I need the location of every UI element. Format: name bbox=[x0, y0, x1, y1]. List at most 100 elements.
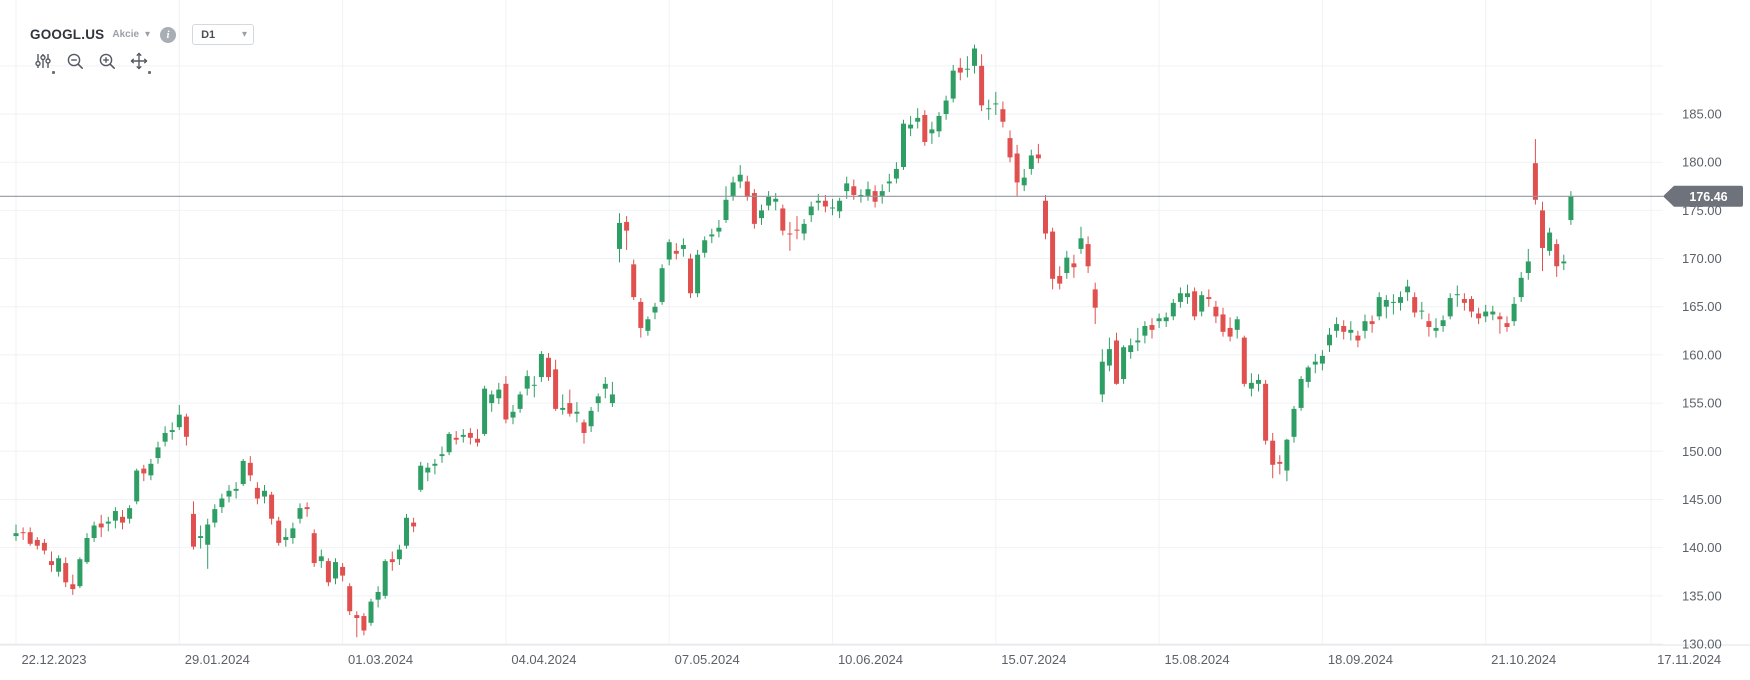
candle-body bbox=[382, 561, 388, 596]
candle-body bbox=[1511, 303, 1517, 322]
candle-body bbox=[1199, 295, 1205, 312]
candle-body bbox=[1050, 231, 1056, 279]
candle-body bbox=[1106, 349, 1112, 366]
candle-body bbox=[1078, 238, 1084, 249]
candle-body bbox=[950, 70, 956, 99]
candle-body bbox=[1192, 291, 1198, 317]
candle-body bbox=[120, 516, 125, 523]
time-axis[interactable]: 22.12.2023 29.01.2024 01.03.2024 04.04.2024… bbox=[21, 652, 1721, 667]
candle-body bbox=[1284, 439, 1290, 471]
zoom-in-button[interactable] bbox=[96, 50, 118, 72]
candle-body bbox=[851, 186, 857, 195]
candle-body bbox=[1263, 383, 1269, 441]
indicators-icon bbox=[35, 54, 51, 68]
candle-body bbox=[901, 123, 906, 168]
candle-body bbox=[1547, 232, 1553, 251]
candle-body bbox=[219, 498, 225, 508]
pan-icon bbox=[130, 52, 148, 70]
price-tick-label: 170.00 bbox=[1682, 251, 1722, 266]
candle-body bbox=[1170, 302, 1176, 317]
instrument-header: GOOGL.US Akcie ▾ i D1 ▾ bbox=[30, 24, 255, 45]
candle-body bbox=[929, 129, 935, 134]
candle-body bbox=[886, 181, 892, 184]
candle-body bbox=[1121, 347, 1127, 380]
candle-body bbox=[1234, 319, 1240, 330]
chevron-down-icon[interactable]: ▾ bbox=[145, 28, 151, 40]
candle-body bbox=[41, 542, 47, 551]
candle-body bbox=[1454, 294, 1460, 296]
candle-body bbox=[162, 432, 168, 442]
current-price-label: 176.46 bbox=[1689, 190, 1727, 204]
candle-body bbox=[1291, 408, 1297, 437]
candle-body bbox=[1319, 355, 1325, 364]
candle-body bbox=[524, 376, 530, 389]
candle-body bbox=[91, 525, 97, 539]
candle-body bbox=[20, 532, 26, 534]
indicators-button[interactable] bbox=[32, 50, 55, 74]
candle-body bbox=[893, 168, 899, 179]
candle-body bbox=[425, 467, 431, 473]
candle-body bbox=[1554, 244, 1560, 267]
zoom-in-icon bbox=[99, 53, 115, 69]
candle-body bbox=[588, 410, 594, 427]
date-tick-label: 01.03.2024 bbox=[348, 652, 413, 667]
candle-body bbox=[695, 254, 701, 294]
candle-body bbox=[276, 520, 282, 543]
candle-body bbox=[1447, 298, 1453, 317]
chart-toolbar bbox=[32, 50, 151, 74]
candle-body bbox=[510, 411, 516, 418]
zoom-out-button[interactable] bbox=[64, 50, 86, 72]
candle-body bbox=[1419, 310, 1425, 312]
candle-body bbox=[1057, 275, 1063, 284]
candle-body bbox=[1341, 326, 1347, 332]
candle-body bbox=[943, 100, 949, 115]
candle-body bbox=[1142, 326, 1148, 336]
timeframe-select[interactable]: D1 ▾ bbox=[192, 24, 255, 45]
candle-body bbox=[254, 487, 260, 499]
candle-body bbox=[1071, 263, 1077, 268]
candle-body bbox=[595, 396, 601, 404]
candle-body bbox=[247, 462, 253, 476]
candle-body bbox=[1334, 324, 1340, 331]
candle-body bbox=[1518, 277, 1524, 298]
candle-body bbox=[1497, 316, 1503, 320]
date-tick-label: 15.07.2024 bbox=[1001, 652, 1066, 667]
candle-body bbox=[1227, 327, 1233, 337]
candle-body bbox=[70, 584, 76, 590]
timeframe-label: D1 bbox=[201, 28, 216, 41]
date-tick-label: 04.04.2024 bbox=[511, 652, 576, 667]
candle-body bbox=[283, 537, 289, 540]
candle-body bbox=[1440, 320, 1446, 327]
candle-body bbox=[1277, 461, 1283, 464]
candle-body bbox=[1028, 155, 1034, 169]
date-tick-label: 18.09.2024 bbox=[1328, 652, 1393, 667]
candle-body bbox=[936, 115, 942, 132]
candle-body bbox=[56, 558, 62, 572]
candle-body bbox=[446, 433, 452, 453]
candle-body bbox=[1185, 293, 1190, 298]
candle-body bbox=[84, 538, 90, 563]
info-icon[interactable]: i bbox=[160, 26, 177, 43]
candle-body bbox=[1177, 293, 1183, 302]
candle-body bbox=[396, 549, 402, 560]
price-tick-label: 145.00 bbox=[1682, 492, 1722, 507]
candle-body bbox=[766, 196, 772, 206]
pan-button[interactable] bbox=[128, 50, 151, 74]
date-tick-label: 21.10.2024 bbox=[1491, 652, 1556, 667]
chevron-down-icon: ▾ bbox=[242, 28, 248, 40]
price-tick-label: 135.00 bbox=[1682, 588, 1722, 603]
candle-body bbox=[723, 199, 729, 221]
candle-body bbox=[226, 490, 232, 497]
price-tick-label: 185.00 bbox=[1682, 107, 1722, 122]
candle-body bbox=[1064, 257, 1070, 274]
candle-body bbox=[1348, 329, 1354, 333]
candle-body bbox=[262, 490, 267, 497]
candle-body bbox=[169, 430, 175, 433]
candle-body bbox=[1298, 379, 1304, 408]
candle-body bbox=[212, 509, 218, 523]
candle-body bbox=[77, 559, 83, 587]
candle-body bbox=[432, 463, 438, 466]
candle-body bbox=[957, 67, 963, 73]
date-tick-label: 22.12.2023 bbox=[21, 652, 86, 667]
